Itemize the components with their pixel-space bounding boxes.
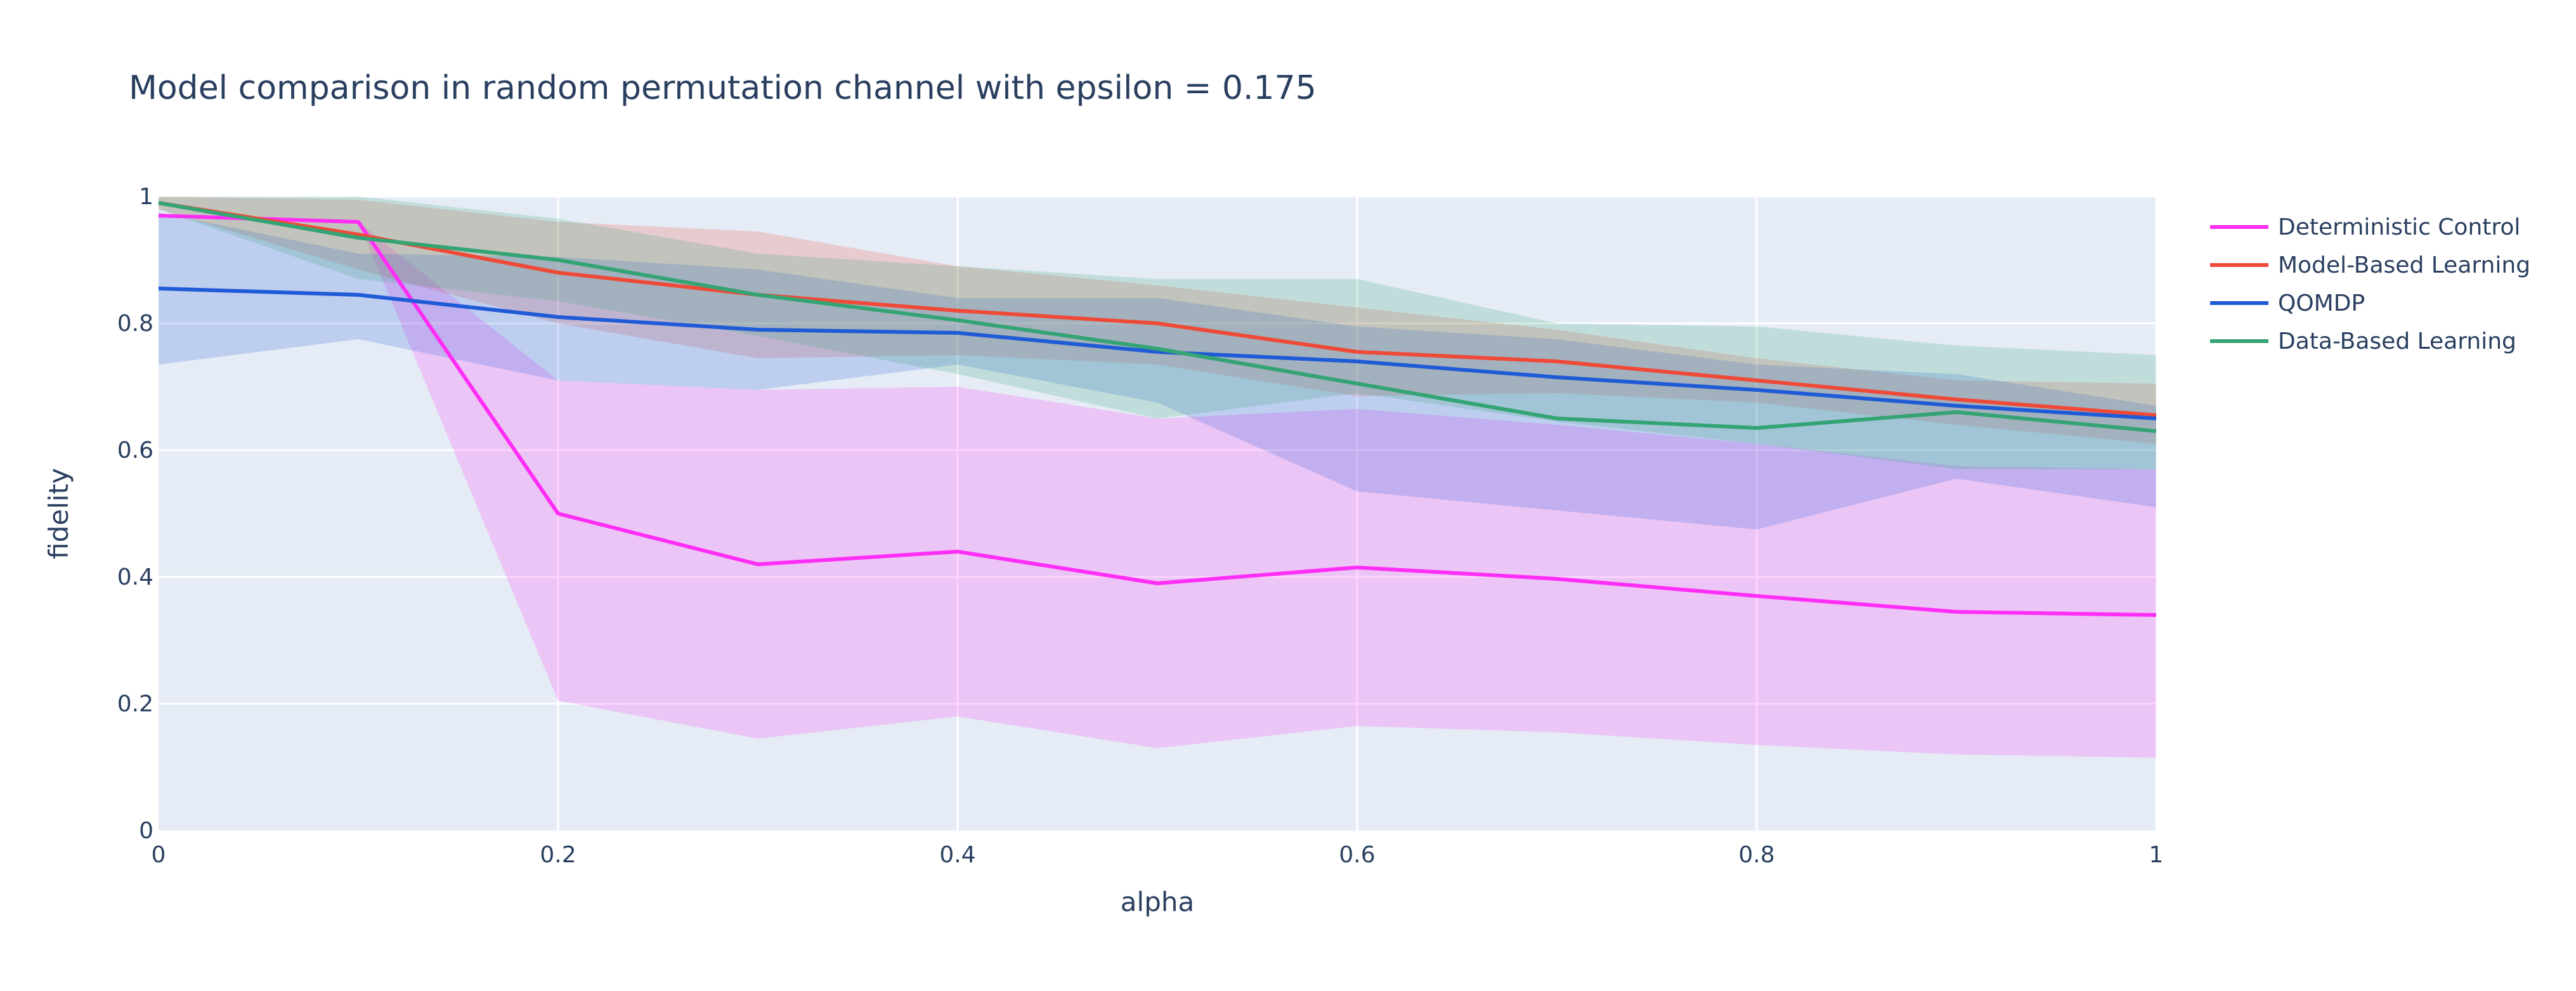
x-tick-label: 0 bbox=[152, 842, 166, 868]
legend-label: Data-Based Learning bbox=[2278, 328, 2516, 354]
legend-label: Deterministic Control bbox=[2278, 214, 2520, 240]
legend-label: Model-Based Learning bbox=[2278, 252, 2530, 278]
x-tick-label: 0.2 bbox=[540, 842, 576, 868]
band-deterministic-control bbox=[159, 216, 2156, 758]
y-axis-ticks: 0 0.2 0.4 0.6 0.8 1 bbox=[117, 184, 153, 844]
legend-item-model-based-learning[interactable]: Model-Based Learning bbox=[2210, 252, 2530, 278]
line-deterministic-control[interactable] bbox=[158, 214, 2157, 617]
legend-item-deterministic-control[interactable]: Deterministic Control bbox=[2210, 214, 2520, 240]
plot-area bbox=[159, 197, 2156, 831]
legend-item-qomdp[interactable]: QOMDP bbox=[2210, 290, 2365, 316]
y-axis-label: fidelity bbox=[43, 468, 74, 559]
series-lines bbox=[158, 201, 2157, 617]
y-tick-label: 0.6 bbox=[117, 437, 153, 463]
y-tick-label: 0.4 bbox=[117, 564, 153, 590]
y-tick-label: 0.8 bbox=[117, 311, 153, 337]
band-qomdp bbox=[159, 212, 2156, 529]
x-tick-label: 0.4 bbox=[939, 842, 975, 868]
gridlines bbox=[159, 195, 2157, 831]
chart-title: Model comparison in random permutation c… bbox=[129, 69, 1317, 107]
line-data-based-learning[interactable] bbox=[158, 201, 2157, 433]
line-qomdp[interactable] bbox=[158, 287, 2157, 420]
y-tick-label: 1 bbox=[139, 184, 153, 210]
legend-item-data-based-learning[interactable]: Data-Based Learning bbox=[2210, 328, 2516, 354]
band-data-based-learning bbox=[159, 197, 2156, 469]
y-tick-label: 0.2 bbox=[117, 691, 153, 717]
y-tick-label: 0 bbox=[139, 818, 153, 844]
x-tick-label: 0.8 bbox=[1738, 842, 1774, 868]
x-axis-label: alpha bbox=[1121, 886, 1194, 917]
legend-label: QOMDP bbox=[2278, 290, 2365, 316]
line-model-based-learning[interactable] bbox=[158, 201, 2157, 417]
x-axis-ticks: 0 0.2 0.4 0.6 0.8 1 bbox=[152, 842, 2164, 868]
x-tick-label: 1 bbox=[2149, 842, 2164, 868]
legend[interactable]: Deterministic Control Model-Based Learnin… bbox=[2210, 214, 2530, 354]
x-tick-label: 0.6 bbox=[1339, 842, 1375, 868]
